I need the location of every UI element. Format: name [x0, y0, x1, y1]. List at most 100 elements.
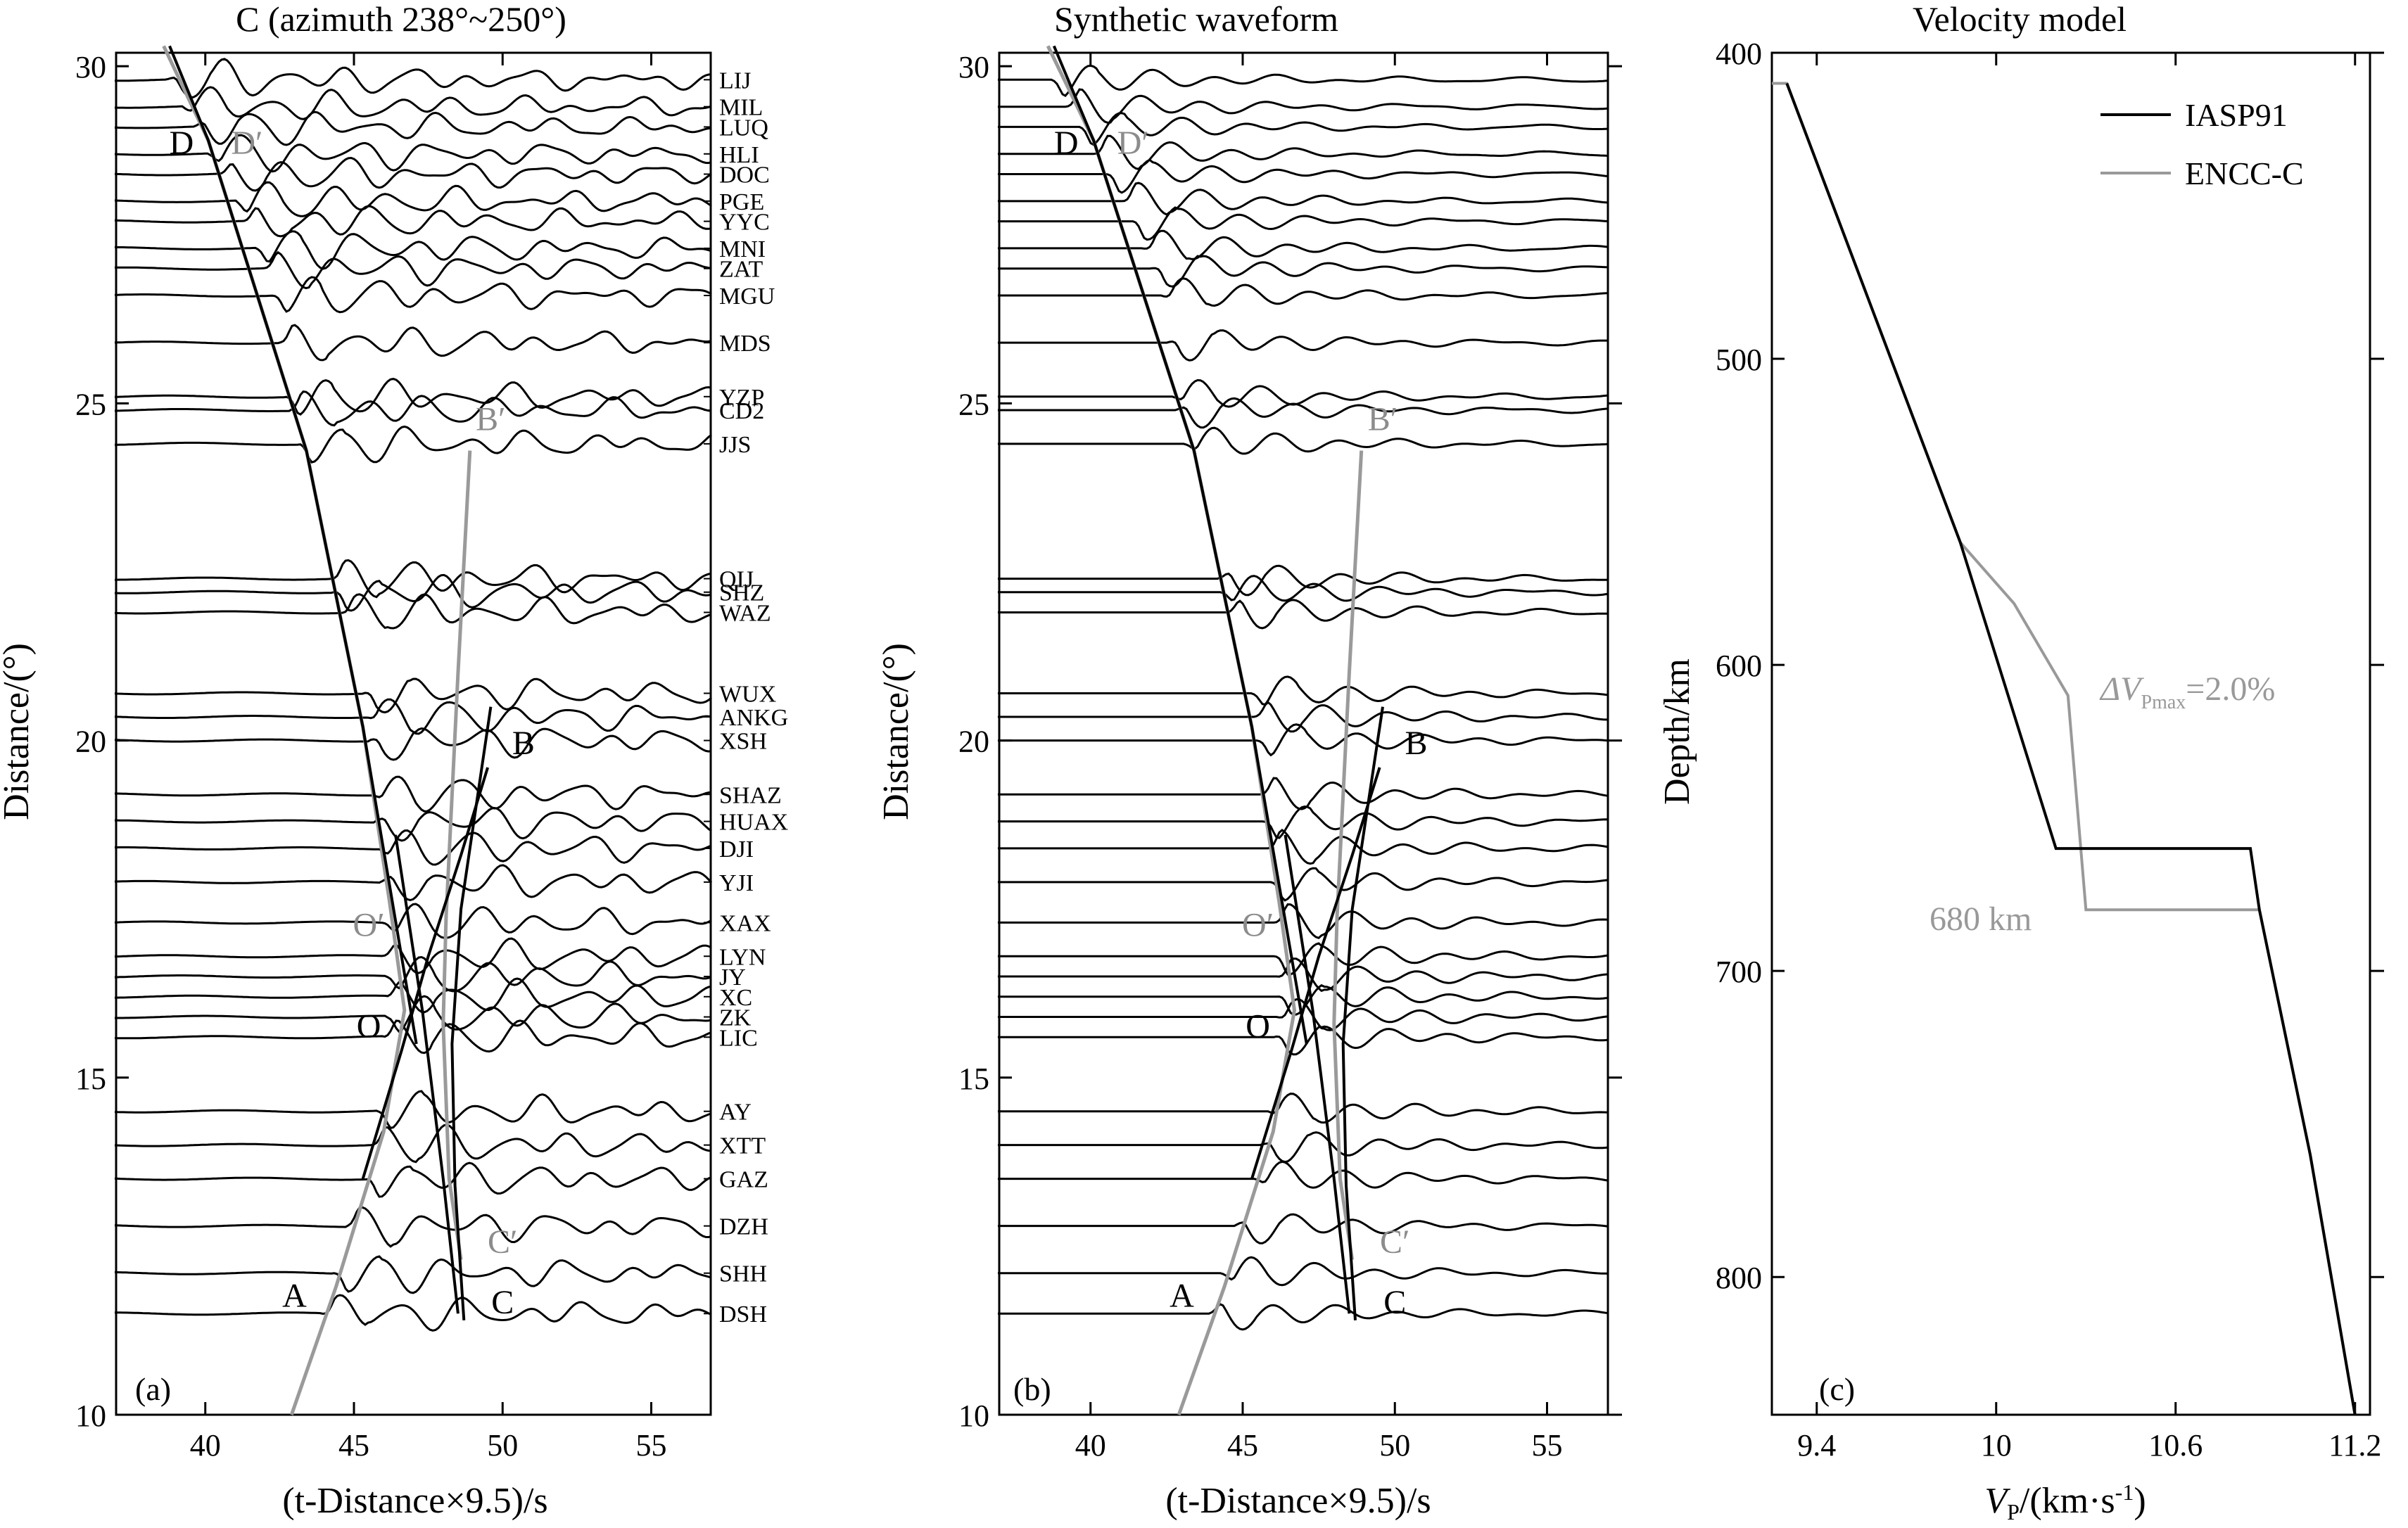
trace-jjs: [114, 425, 712, 464]
trace-dji: [998, 828, 1609, 865]
station-label-dji: DJI: [719, 836, 754, 862]
station-label-yyc: YYC: [719, 210, 770, 236]
panel-a-x-ticks: 40 45 50 55: [190, 53, 667, 1463]
station-label-shaz: SHAZ: [719, 782, 782, 808]
station-label-xax: XAX: [719, 910, 771, 936]
trace-dzh: [114, 1206, 712, 1248]
trace-shh: [114, 1255, 712, 1294]
point-label-d: D: [1054, 125, 1079, 162]
annotation-680-km: 680 km: [1929, 900, 2032, 938]
velocity-line-encc-c: [1772, 82, 2357, 1415]
pb-x-tick-label: 45: [1227, 1428, 1258, 1463]
point-label-c: C: [491, 1284, 514, 1321]
trace-mni: [114, 230, 712, 270]
point-label-o-prime: O′: [353, 907, 385, 944]
trace-huax: [998, 805, 1609, 839]
station-label-lic: LIC: [719, 1025, 758, 1051]
trace-mds: [998, 329, 1609, 362]
pa-x-tick-label: 45: [338, 1428, 369, 1463]
pc-x-tick-label: 10.6: [2148, 1428, 2203, 1463]
pa-x-tick-label: 50: [487, 1428, 518, 1463]
station-label-doc: DOC: [719, 163, 770, 189]
station-label-xc: XC: [719, 985, 752, 1011]
panel-a-label: (a): [135, 1371, 171, 1407]
trace-waz: [114, 593, 712, 630]
station-label-pge: PGE: [719, 189, 764, 215]
point-label-o-prime: O′: [1242, 907, 1274, 944]
trace-ay: [114, 1090, 712, 1130]
station-label-waz: WAZ: [719, 600, 771, 626]
station-label-yji: YJI: [719, 870, 754, 896]
trace-jy: [114, 955, 712, 993]
panel-c-label: (c): [1819, 1371, 1855, 1407]
trace-jy: [998, 957, 1609, 993]
panel-b-label: (b): [1013, 1371, 1051, 1407]
x-label-v: V: [1984, 1481, 2010, 1521]
station-label-mds: MDS: [719, 331, 771, 357]
station-label-luq: LUQ: [719, 115, 768, 141]
trace-dsh: [998, 1303, 1609, 1331]
point-label-b: B: [512, 725, 535, 762]
pb-x-tick-label: 50: [1379, 1428, 1410, 1463]
trace-doc: [114, 156, 712, 192]
trace-waz: [998, 599, 1609, 630]
black-travel-time-curve: [1250, 767, 1381, 1180]
legend-label-encc-c: ENCC-C: [2185, 155, 2304, 191]
pb-x-tick-label: 55: [1532, 1428, 1563, 1463]
trace-lij: [115, 58, 712, 98]
panel-b-y-label: Distance/(°): [876, 643, 916, 820]
pb-y-tick-label: 25: [958, 387, 989, 421]
pb-y-tick-label: 30: [958, 50, 989, 84]
panel-b-x-ticks: 40 45 50 55: [1075, 53, 1563, 1463]
point-label-o: O: [1246, 1007, 1270, 1045]
annotation-dv-pmax: ΔVPmax=2.0%: [2099, 670, 2275, 713]
station-label-xsh: XSH: [719, 729, 767, 755]
trace-ankg: [114, 698, 712, 735]
panel-c-series: [1772, 82, 2357, 1415]
trace-ankg: [998, 701, 1609, 733]
trace-mil: [998, 88, 1609, 124]
station-label-shz: SHZ: [719, 580, 764, 606]
legend-label-iasp91: IASP91: [2185, 97, 2288, 133]
trace-yji: [114, 864, 713, 902]
gray-travel-time-curve: [162, 45, 407, 1415]
point-label-a: A: [282, 1278, 307, 1315]
station-label-zk: ZK: [719, 1005, 752, 1031]
station-label-lyn: LYN: [719, 944, 766, 970]
trace-yji: [998, 867, 1609, 902]
panel-b-point-labels: D D′ B′ B O′ O C′ C A: [1054, 125, 1428, 1321]
panel-a-y-ticks: 10 15 20 25 30: [75, 50, 129, 1433]
panel-c-x-label: VP/(km·s-1): [1984, 1479, 2146, 1524]
gray-travel-time-curve: [1332, 450, 1364, 1260]
station-label-dzh: DZH: [719, 1214, 768, 1240]
trace-shz: [998, 575, 1609, 602]
trace-ay: [998, 1093, 1609, 1124]
trace-dzh: [998, 1213, 1609, 1244]
panel-a-x-label: (t-Distance×9.5)/s: [282, 1481, 547, 1521]
trace-qij: [998, 564, 1609, 597]
station-label-ankg: ANKG: [719, 705, 788, 731]
trace-shz: [115, 573, 712, 612]
black-travel-time-curve: [361, 767, 490, 1180]
trace-wux: [114, 677, 712, 714]
trace-mgu: [114, 276, 712, 314]
station-label-hli: HLI: [719, 142, 759, 168]
trace-xtt: [114, 1123, 712, 1164]
trace-qij: [115, 559, 712, 599]
point-label-c-prime: C′: [488, 1223, 518, 1261]
panel-c-title: Velocity model: [1913, 0, 2127, 39]
panel-c: Velocity model 9.4 10 10.6 11.2 400 500 600 70…: [1657, 0, 2384, 1524]
panel-c-legend: IASP91 ENCC-C: [2100, 97, 2304, 191]
point-label-d: D: [170, 125, 194, 162]
trace-shaz: [998, 777, 1609, 810]
trace-yyc: [998, 206, 1609, 241]
point-label-b: B: [1405, 725, 1428, 762]
trace-hli: [114, 134, 712, 173]
trace-zat: [998, 255, 1609, 288]
black-travel-time-curve: [168, 45, 418, 1045]
x-label-sub: P: [2007, 1499, 2020, 1524]
station-label-mgu: MGU: [719, 284, 775, 310]
panel-a-point-labels: D D′ B′ B O′ O C′ C A: [170, 125, 535, 1321]
trace-cd2: [114, 390, 712, 427]
station-label-zat: ZAT: [719, 257, 763, 283]
